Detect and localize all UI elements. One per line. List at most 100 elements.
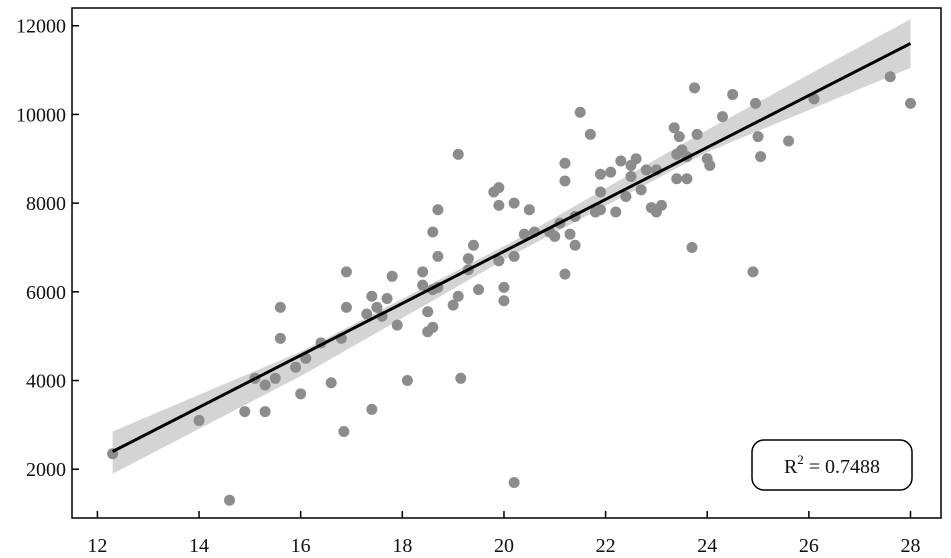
x-tick-label: 22 (596, 535, 616, 557)
data-point (574, 106, 586, 118)
data-point (455, 372, 467, 384)
data-point (689, 82, 701, 94)
data-point (259, 379, 271, 391)
r2-value: = 0.7488 (804, 456, 880, 478)
data-point (523, 204, 535, 216)
data-point (338, 426, 350, 438)
data-point (381, 292, 393, 304)
data-point (595, 186, 607, 198)
data-point (750, 97, 762, 109)
data-point (422, 306, 434, 318)
x-tick-label: 18 (392, 535, 412, 557)
data-point (508, 477, 520, 489)
data-point (498, 295, 510, 307)
r2-superscript: 2 (797, 452, 804, 467)
fit-line-layer (111, 42, 912, 453)
data-point (193, 414, 205, 426)
data-point (386, 270, 398, 282)
data-point (655, 199, 667, 211)
data-point (508, 250, 520, 262)
regression-line (111, 42, 912, 453)
data-points-layer (107, 71, 917, 506)
data-point (467, 239, 479, 251)
data-point (371, 301, 383, 313)
data-point (905, 97, 917, 109)
data-point (432, 250, 444, 262)
x-tick-label: 20 (494, 535, 514, 557)
data-point (691, 128, 703, 140)
data-point (635, 184, 647, 196)
data-point (752, 131, 764, 143)
data-point (391, 319, 403, 331)
data-point (783, 135, 795, 147)
data-point (432, 204, 444, 216)
x-tick-label: 12 (87, 535, 107, 557)
data-point (595, 204, 607, 216)
data-point (559, 175, 571, 187)
data-point (224, 494, 236, 506)
data-point (462, 253, 474, 265)
x-tick-label: 26 (799, 535, 819, 557)
data-point (615, 155, 627, 167)
axes-frame (71, 7, 942, 519)
data-point (325, 377, 337, 389)
data-point (681, 173, 693, 185)
x-tick-label: 24 (697, 535, 717, 557)
data-point (518, 228, 530, 240)
data-point (340, 301, 352, 313)
r2-annotation: R2 = 0.7488 (751, 439, 913, 491)
data-point (508, 197, 520, 209)
data-point (630, 153, 642, 165)
data-point (290, 361, 302, 373)
data-point (340, 266, 352, 278)
data-point (610, 206, 622, 218)
data-point (361, 308, 373, 320)
y-tick-label: 4000 (26, 371, 66, 393)
data-point (427, 321, 439, 333)
data-point (569, 239, 581, 251)
data-point (493, 199, 505, 211)
data-point (686, 241, 698, 253)
data-point (559, 157, 571, 169)
data-point (808, 93, 820, 105)
r2-box (751, 439, 913, 491)
data-point (274, 301, 286, 313)
data-point (473, 284, 485, 296)
data-point (671, 173, 683, 185)
data-point (427, 226, 439, 238)
data-point (452, 290, 464, 302)
data-point (747, 266, 759, 278)
data-point (498, 281, 510, 293)
data-point (452, 148, 464, 160)
data-point (274, 332, 286, 344)
data-point (366, 290, 378, 302)
data-point (620, 190, 632, 202)
data-point (727, 88, 739, 100)
data-point (447, 299, 459, 311)
x-tick-label: 14 (189, 535, 209, 557)
data-point (269, 372, 281, 384)
y-tick-label: 12000 (16, 16, 66, 38)
data-point (716, 111, 728, 123)
data-point (595, 168, 607, 180)
data-point (493, 255, 505, 267)
data-point (755, 151, 767, 163)
r2-prefix: R (784, 456, 798, 478)
data-point (417, 279, 429, 291)
axes-layer: 12 14 16 18 20 22 24 26 28 2000 4000 6000 8000 10000 1… (16, 7, 942, 557)
data-point (417, 266, 429, 278)
data-point (559, 268, 571, 280)
y-tick-label: 2000 (26, 459, 66, 481)
data-point (564, 228, 576, 240)
data-point (549, 230, 561, 242)
data-point (239, 406, 251, 418)
x-tick-label: 16 (291, 535, 311, 557)
x-tick-label: 28 (901, 535, 921, 557)
data-point (673, 131, 685, 143)
data-point (401, 375, 413, 387)
y-tick-label: 8000 (26, 193, 66, 215)
data-point (605, 166, 617, 178)
data-point (295, 388, 307, 400)
r2-label: R2 = 0.7488 (784, 452, 880, 478)
